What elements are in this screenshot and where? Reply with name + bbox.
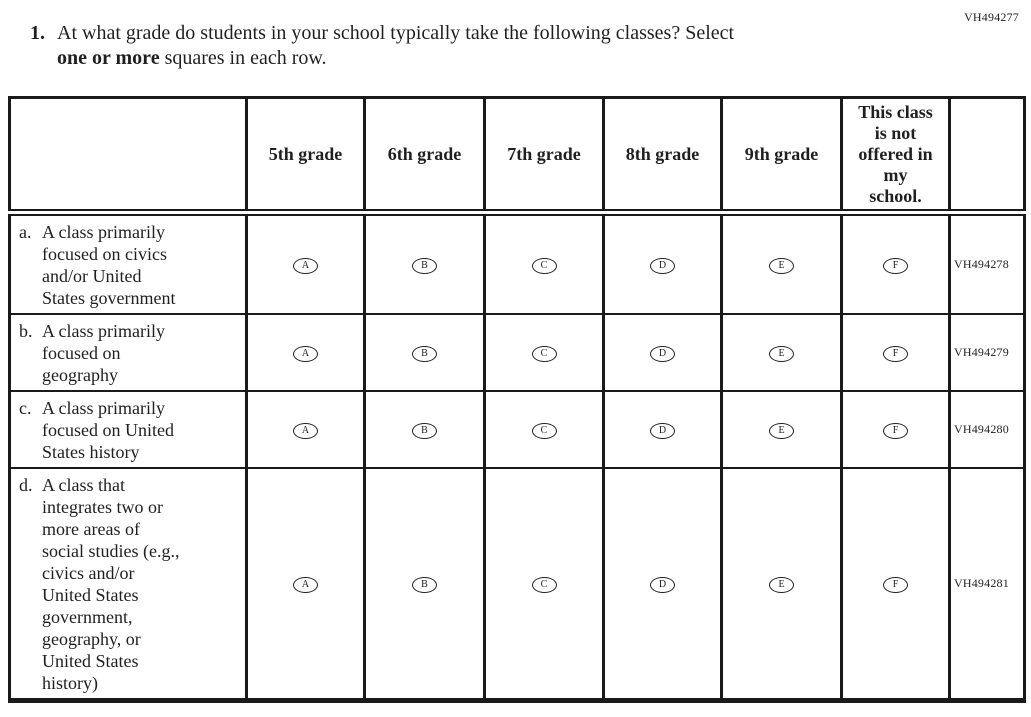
option-cell-not-offered: F <box>840 467 951 703</box>
option-cell-not-offered: F <box>840 390 951 469</box>
row-code-cell: VH494280 <box>948 390 1026 469</box>
option-bubble-8th-grade[interactable]: D <box>650 423 675 439</box>
option-bubble-not-offered[interactable]: F <box>883 577 908 593</box>
column-header-blank <box>8 96 248 216</box>
option-cell-7th-grade: C <box>483 467 605 703</box>
question-number: 1. <box>30 22 45 44</box>
question-text: At what grade do students in your school… <box>57 21 734 71</box>
option-cell-not-offered: F <box>840 211 951 315</box>
row-letter: d. <box>19 475 33 495</box>
option-cell-9th-grade: E <box>720 467 843 703</box>
column-header-7th-grade: 7th grade <box>483 96 605 216</box>
grade-selection-table: 5th grade 6th grade 7th grade 8th grade … <box>8 96 1026 703</box>
option-cell-7th-grade: C <box>483 211 605 315</box>
column-header-8th-grade: 8th grade <box>602 96 723 216</box>
option-cell-5th-grade: A <box>245 313 366 392</box>
row-letter: a. <box>19 222 32 242</box>
table-row-a: a. A class primarily focused on civics a… <box>8 211 1026 315</box>
column-header-code <box>948 96 1026 216</box>
row-letter: c. <box>19 398 32 418</box>
row-label-cell: d. A class that integrates two or more a… <box>8 467 248 703</box>
option-cell-8th-grade: D <box>602 467 723 703</box>
table-row-d: d. A class that integrates two or more a… <box>8 467 1026 703</box>
option-bubble-not-offered[interactable]: F <box>883 258 908 274</box>
option-cell-6th-grade: B <box>363 211 486 315</box>
option-bubble-7th-grade[interactable]: C <box>531 423 557 439</box>
row-code: VH494279 <box>954 345 1009 359</box>
header-row: 5th grade 6th grade 7th grade 8th grade … <box>8 96 1026 216</box>
option-cell-8th-grade: D <box>602 390 723 469</box>
column-header-not-offered: This class is not offered in my school. <box>840 96 951 216</box>
option-bubble-5th-grade[interactable]: A <box>293 423 318 439</box>
option-cell-5th-grade: A <box>245 467 366 703</box>
option-bubble-7th-grade[interactable]: C <box>531 577 557 593</box>
row-label-cell: b. A class primarily focused on geograph… <box>8 313 248 392</box>
question-code: VH494277 <box>964 10 1019 24</box>
row-label-cell: a. A class primarily focused on civics a… <box>8 211 248 315</box>
option-bubble-5th-grade[interactable]: A <box>293 577 318 593</box>
question: 1. At what grade do students in your sch… <box>0 0 1031 71</box>
option-bubble-5th-grade[interactable]: A <box>293 346 318 362</box>
option-cell-7th-grade: C <box>483 390 605 469</box>
row-code-cell: VH494281 <box>948 467 1026 703</box>
row-label-cell: c. A class primarily focused on United S… <box>8 390 248 469</box>
option-bubble-7th-grade[interactable]: C <box>531 258 557 274</box>
option-cell-6th-grade: B <box>363 390 486 469</box>
table-row-c: c. A class primarily focused on United S… <box>8 390 1026 469</box>
option-bubble-6th-grade[interactable]: B <box>412 423 437 439</box>
question-line-1: At what grade do students in your school… <box>57 22 735 44</box>
option-bubble-6th-grade[interactable]: B <box>412 258 437 274</box>
option-bubble-5th-grade[interactable]: A <box>293 258 318 274</box>
row-label: A class primarily focused on United Stat… <box>42 398 174 462</box>
row-code: VH494280 <box>954 422 1009 436</box>
option-bubble-9th-grade[interactable]: E <box>769 577 794 593</box>
question-line-2-rest: squares in each row. <box>159 47 327 69</box>
column-header-5th-grade: 5th grade <box>245 96 366 216</box>
option-cell-not-offered: F <box>840 313 951 392</box>
option-cell-7th-grade: C <box>483 313 605 392</box>
row-code-cell: VH494279 <box>948 313 1026 392</box>
option-cell-9th-grade: E <box>720 390 843 469</box>
option-bubble-8th-grade[interactable]: D <box>650 258 675 274</box>
option-bubble-6th-grade[interactable]: B <box>412 346 437 362</box>
row-label: A class that integrates two or more area… <box>42 475 180 693</box>
option-bubble-9th-grade[interactable]: E <box>769 346 794 362</box>
option-cell-9th-grade: E <box>720 211 843 315</box>
option-bubble-not-offered[interactable]: F <box>883 346 908 362</box>
column-header-6th-grade: 6th grade <box>363 96 486 216</box>
question-line-2-bold: one or more <box>57 47 160 69</box>
option-bubble-6th-grade[interactable]: B <box>412 577 437 593</box>
option-cell-6th-grade: B <box>363 313 486 392</box>
row-letter: b. <box>19 321 33 341</box>
option-bubble-9th-grade[interactable]: E <box>769 258 794 274</box>
column-header-9th-grade: 9th grade <box>720 96 843 216</box>
option-bubble-not-offered[interactable]: F <box>883 423 908 439</box>
option-cell-9th-grade: E <box>720 313 843 392</box>
row-code-cell: VH494278 <box>948 211 1026 315</box>
option-bubble-9th-grade[interactable]: E <box>769 423 794 439</box>
row-label: A class primarily focused on geography <box>42 321 165 385</box>
row-code: VH494278 <box>954 257 1009 271</box>
option-cell-6th-grade: B <box>363 467 486 703</box>
row-label: A class primarily focused on civics and/… <box>42 222 176 308</box>
option-bubble-8th-grade[interactable]: D <box>650 577 675 593</box>
row-code: VH494281 <box>954 576 1009 590</box>
option-cell-8th-grade: D <box>602 313 723 392</box>
option-cell-5th-grade: A <box>245 211 366 315</box>
question-line-2: one or more squares in each row. <box>57 46 734 71</box>
option-bubble-8th-grade[interactable]: D <box>650 346 675 362</box>
table-row-b: b. A class primarily focused on geograph… <box>8 313 1026 392</box>
option-cell-5th-grade: A <box>245 390 366 469</box>
option-cell-8th-grade: D <box>602 211 723 315</box>
option-bubble-7th-grade[interactable]: C <box>531 346 557 362</box>
